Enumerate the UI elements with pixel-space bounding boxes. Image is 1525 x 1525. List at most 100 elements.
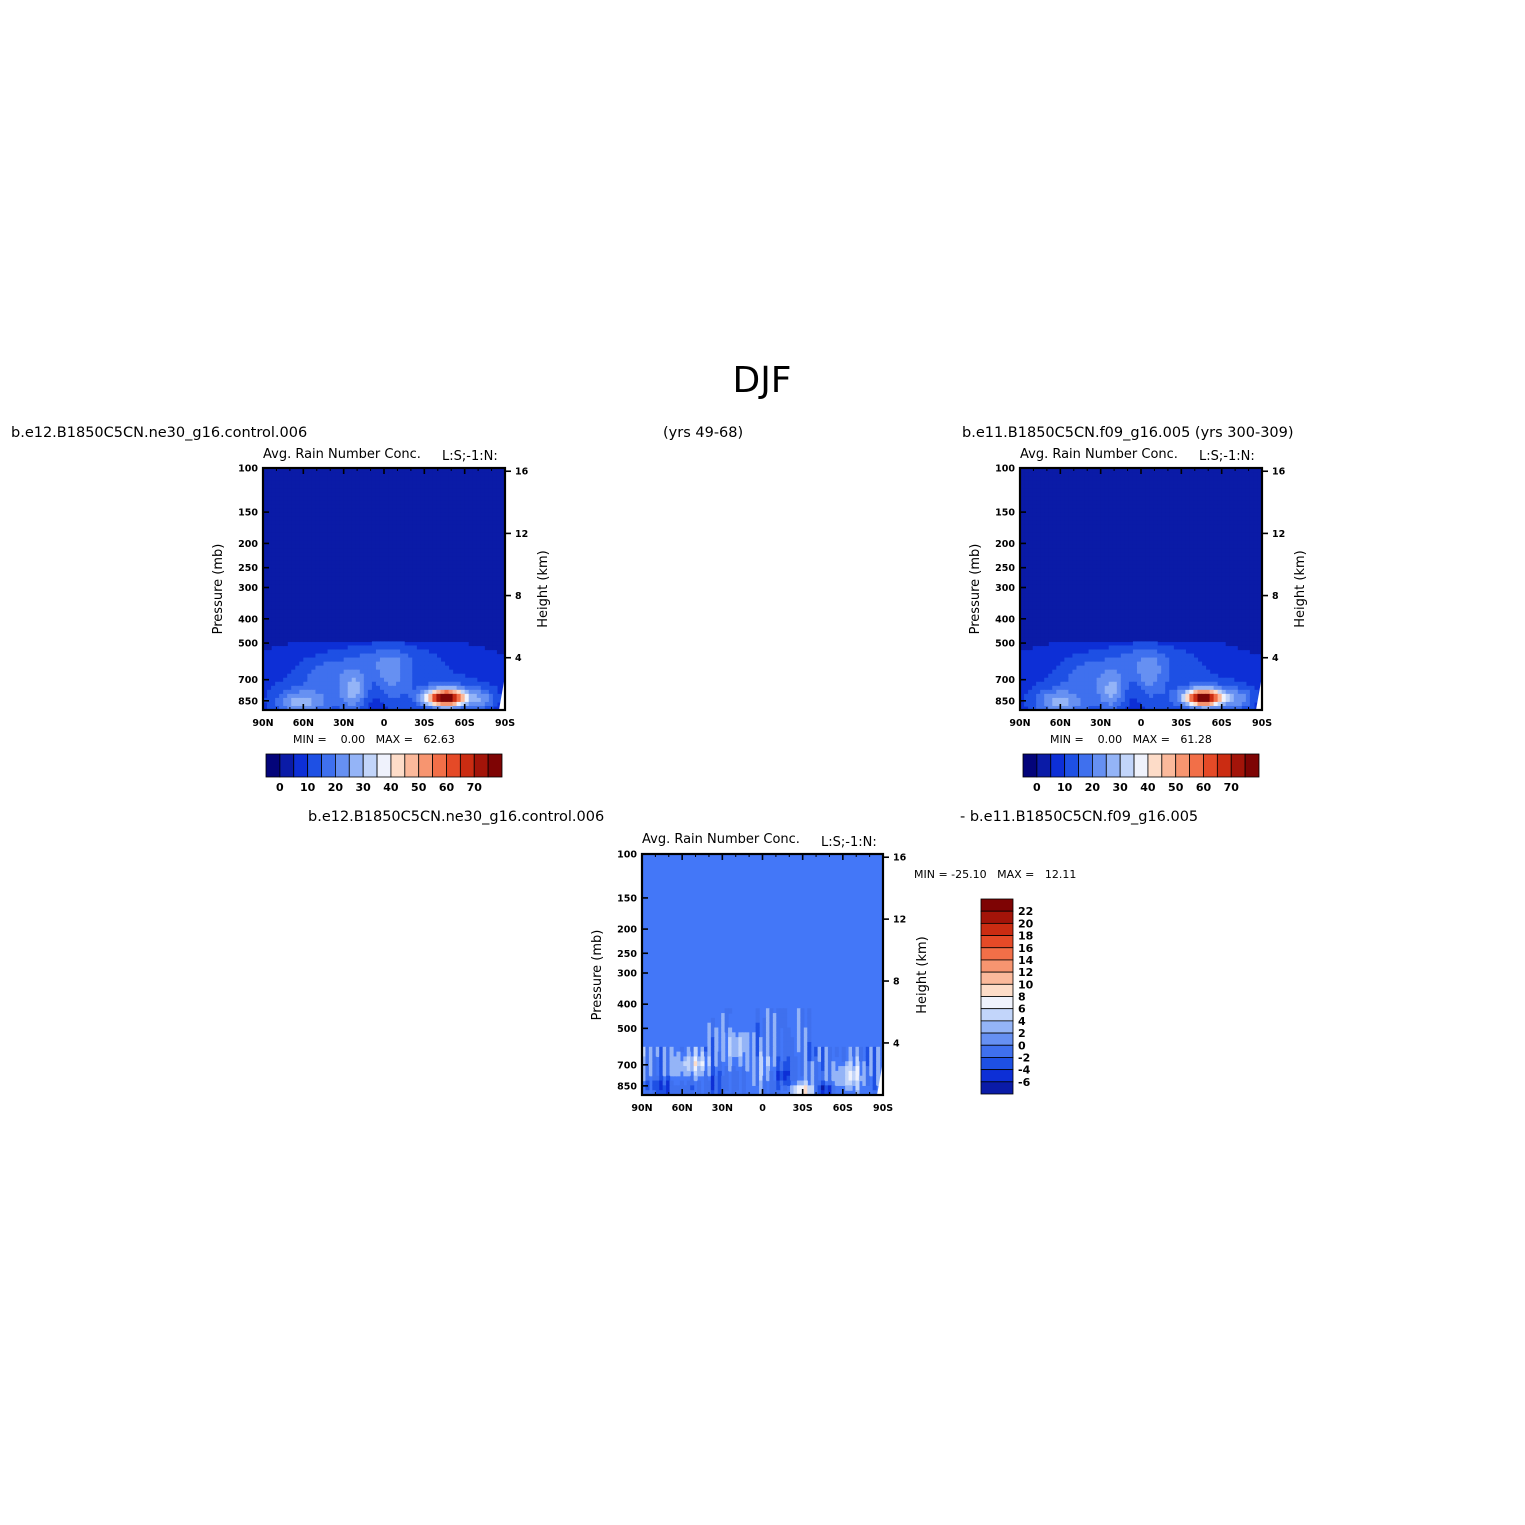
panel-2-cell xyxy=(1229,504,1235,509)
panel-1-cell xyxy=(492,496,498,501)
panel-2-cell xyxy=(1145,472,1150,477)
panel-1-cell xyxy=(271,548,276,554)
panel-2-cell xyxy=(1136,524,1142,530)
panel-1-cell xyxy=(263,601,268,606)
panel-1-cell xyxy=(384,645,389,651)
panel-1-cell xyxy=(371,637,377,643)
panel-2-cell xyxy=(1189,520,1195,526)
panel-2-cell xyxy=(1209,564,1215,570)
panel-2-cell xyxy=(1052,540,1057,546)
panel-1-cell xyxy=(379,492,385,497)
panel-1-cell xyxy=(480,544,486,550)
panel-2-cell xyxy=(1161,552,1166,558)
panel-1-cell xyxy=(311,480,317,485)
panel-2-cell xyxy=(1217,512,1223,517)
panel-2-cell xyxy=(1044,516,1049,522)
panel-2-cell xyxy=(1032,476,1037,481)
panel-1-cell xyxy=(428,593,433,598)
panel-1-cell xyxy=(339,689,345,695)
panel-1-cell xyxy=(420,685,425,691)
panel-1-cell xyxy=(456,673,462,679)
panel-1-cell xyxy=(331,560,337,566)
panel-1-cell xyxy=(480,524,486,530)
panel-1-cell xyxy=(428,657,433,663)
panel-1-cell xyxy=(355,625,361,630)
panel-1-cell xyxy=(488,613,494,618)
panel-1-cell xyxy=(375,601,381,606)
panel-2-cell xyxy=(1241,564,1247,570)
panel-1-cell xyxy=(279,617,284,622)
panel-2-cell xyxy=(1193,532,1199,538)
panel-1-cell xyxy=(484,516,490,522)
panel-2-cell xyxy=(1209,532,1215,538)
panel-2-cell xyxy=(1060,548,1065,554)
panel-2-cell xyxy=(1104,524,1110,530)
panel-1-cell xyxy=(476,480,482,485)
panel-1-cell xyxy=(500,524,506,530)
panel-2-cell xyxy=(1145,512,1150,517)
panel-1-cell xyxy=(452,484,458,489)
panel-1-cell xyxy=(440,597,446,602)
panel-1-cell xyxy=(400,480,405,485)
panel-1-cell xyxy=(319,556,325,562)
panel-2-cell xyxy=(1197,540,1203,546)
panel-1-cell xyxy=(331,637,337,643)
panel-1-cell xyxy=(424,633,429,638)
panel-1-cell xyxy=(500,556,506,562)
panel-1-cell xyxy=(472,524,478,530)
panel-1-cell xyxy=(331,536,337,542)
panel-2-cell xyxy=(1257,540,1263,546)
panel-2-cell xyxy=(1181,524,1186,530)
panel-2-cell xyxy=(1141,488,1146,493)
panel-1-cell xyxy=(432,492,438,497)
panel-1-cell xyxy=(331,705,337,711)
panel-1-cell xyxy=(492,560,498,566)
panel-1-cell xyxy=(379,625,385,630)
panel-2-cell xyxy=(1112,556,1118,562)
panel-1-cell xyxy=(335,653,341,659)
panel-1-cell xyxy=(335,504,341,509)
panel-1-cell xyxy=(424,685,429,691)
panel-1-cell xyxy=(355,701,361,707)
panel-1-cell xyxy=(384,637,389,643)
panel-2-cell xyxy=(1153,472,1158,477)
panel-1-cell xyxy=(263,633,268,638)
panel-1-cell xyxy=(271,689,276,695)
panel-1-cell xyxy=(271,520,276,526)
panel-1-cell xyxy=(355,609,361,614)
panel-1-cell xyxy=(452,597,458,602)
panel-1-cell xyxy=(440,544,446,550)
panel-1-cell xyxy=(295,504,300,509)
panel-1-cell xyxy=(416,593,421,598)
panel-1-cell xyxy=(392,584,397,590)
panel-1-cell xyxy=(371,617,377,622)
panel-1-cell xyxy=(472,468,478,473)
panel-1-cell xyxy=(492,689,498,695)
panel-1-cell xyxy=(448,617,454,622)
panel-2-cell xyxy=(1032,548,1037,554)
panel-2-cell xyxy=(1217,520,1223,526)
panel-1-cell xyxy=(396,580,401,586)
panel-1-cell xyxy=(472,568,478,574)
panel-2-cell xyxy=(1197,496,1203,501)
panel-2-cell xyxy=(1032,568,1037,574)
panel-1-cell xyxy=(335,496,341,501)
panel-2-cell xyxy=(1104,476,1110,481)
panel-2-cell xyxy=(1221,560,1227,566)
panel-1-cell xyxy=(428,472,433,477)
panel-1-cell xyxy=(295,697,300,703)
panel-2-cell xyxy=(1141,476,1146,481)
panel-2-cell xyxy=(1181,500,1186,505)
panel-2-cell xyxy=(1104,548,1110,554)
panel-1-cell xyxy=(488,568,494,574)
panel-1-cell xyxy=(283,508,288,513)
panel-1-cell xyxy=(432,697,438,703)
panel-1-cell xyxy=(371,552,377,558)
panel-1-cell xyxy=(371,625,377,630)
panel-1-cell xyxy=(283,480,288,485)
panel-1-cell xyxy=(476,520,482,526)
panel-1-cell xyxy=(488,572,494,578)
panel-1-cell xyxy=(315,629,321,634)
panel-1-cell xyxy=(416,496,421,501)
panel-2-cell xyxy=(1028,484,1033,489)
